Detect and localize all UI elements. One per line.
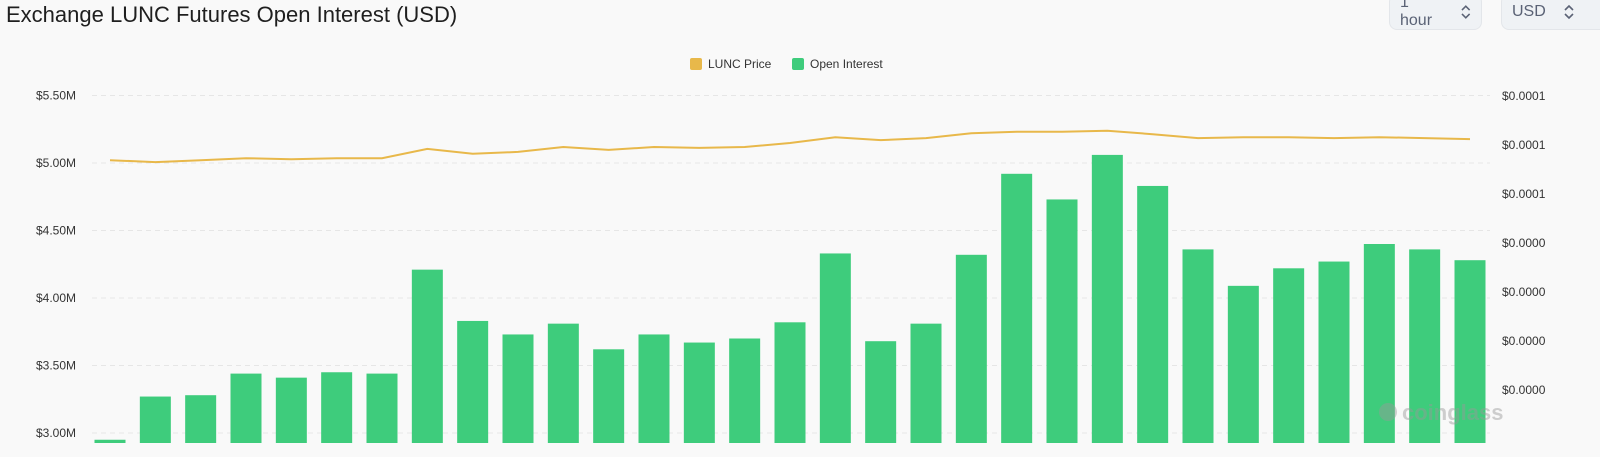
open-interest-bar[interactable]: [411, 269, 443, 443]
open-interest-bar[interactable]: [1091, 154, 1123, 443]
price-line: [109, 129, 1471, 164]
y-left-tick-label: $3.50M: [36, 359, 76, 373]
open-interest-bar[interactable]: [593, 349, 625, 443]
open-interest-bar[interactable]: [185, 395, 217, 443]
open-interest-bar[interactable]: [1363, 244, 1395, 443]
open-interest-bar[interactable]: [1182, 249, 1214, 443]
y-right-tick-label: $0.0000: [1502, 383, 1546, 397]
y-left-tick-label: $5.50M: [36, 89, 76, 103]
y-right-tick-label: $0.0000: [1502, 236, 1546, 250]
interval-select[interactable]: 1 hour: [1389, 0, 1482, 30]
watermark-text: coinglass: [1402, 400, 1503, 425]
open-interest-bar[interactable]: [321, 372, 353, 443]
page-title: Exchange LUNC Futures Open Interest (USD…: [6, 2, 458, 27]
open-interest-bar[interactable]: [819, 253, 851, 443]
open-interest-bar[interactable]: [457, 320, 489, 443]
legend-label-price[interactable]: LUNC Price: [708, 57, 772, 71]
open-interest-bar[interactable]: [638, 334, 670, 443]
open-interest-bar[interactable]: [275, 377, 307, 443]
y-left-tick-label: $4.50M: [36, 224, 76, 238]
open-interest-bar[interactable]: [1454, 260, 1486, 443]
y-left-tick-label: $3.00M: [36, 426, 76, 440]
open-interest-bar[interactable]: [955, 254, 987, 443]
y-right-tick-label: $0.0000: [1502, 334, 1546, 348]
coinglass-logo-icon: [1379, 403, 1397, 421]
open-interest-bar[interactable]: [1273, 268, 1305, 443]
y-right-tick-label: $0.0000: [1502, 285, 1546, 299]
open-interest-bar[interactable]: [1001, 173, 1033, 444]
watermark: coinglass: [1379, 400, 1503, 425]
open-interest-bar[interactable]: [94, 439, 126, 443]
chevron-up-down-icon: [1461, 5, 1471, 19]
open-interest-bar[interactable]: [230, 373, 262, 443]
currency-select[interactable]: USD: [1501, 0, 1600, 30]
y-left-tick-label: $5.00M: [36, 156, 76, 170]
open-interest-bar[interactable]: [729, 338, 761, 444]
open-interest-bar[interactable]: [1227, 285, 1259, 443]
open-interest-bar[interactable]: [683, 342, 715, 443]
legend-label-open-interest[interactable]: Open Interest: [810, 57, 883, 71]
open-interest-bar[interactable]: [865, 341, 897, 443]
y-right-tick-label: $0.0001: [1502, 138, 1546, 152]
interval-value: 1 hour: [1400, 0, 1433, 29]
open-interest-bar[interactable]: [547, 323, 579, 443]
chevron-up-down-icon: [1564, 4, 1574, 20]
open-interest-bar[interactable]: [139, 396, 171, 443]
y-left-tick-label: $4.00M: [36, 291, 76, 305]
legend[interactable]: LUNC Price Open Interest: [690, 57, 883, 71]
y-right-tick-label: $0.0001: [1502, 187, 1546, 201]
currency-value: USD: [1512, 3, 1546, 20]
y-right-tick-label: $0.0001: [1502, 89, 1546, 103]
open-interest-bar[interactable]: [502, 334, 534, 443]
legend-swatch-open-interest: [792, 58, 804, 70]
open-interest-bar[interactable]: [1318, 261, 1350, 443]
open-interest-bar[interactable]: [1137, 185, 1169, 443]
open-interest-bar[interactable]: [1409, 249, 1441, 443]
open-interest-bar[interactable]: [774, 322, 806, 443]
legend-swatch-price: [690, 58, 702, 70]
open-interest-bar[interactable]: [1046, 199, 1078, 443]
open-interest-bar[interactable]: [910, 323, 942, 443]
open-interest-bar[interactable]: [366, 373, 398, 443]
